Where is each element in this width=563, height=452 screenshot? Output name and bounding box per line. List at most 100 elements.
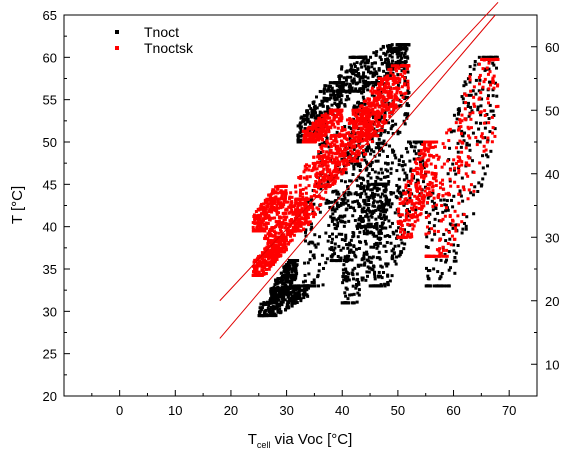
- point-tnoctsk: [256, 220, 260, 224]
- point-tnoct: [348, 205, 352, 209]
- point-tnoct: [335, 83, 339, 87]
- point-tnoct: [373, 182, 377, 186]
- point-tnoct: [466, 104, 470, 108]
- point-tnoct: [289, 291, 293, 295]
- point-tnoct: [336, 221, 340, 225]
- point-tnoct: [397, 158, 401, 162]
- point-tnoct: [337, 94, 341, 98]
- point-tnoctsk: [380, 99, 384, 103]
- point-tnoct: [372, 150, 376, 154]
- point-tnoct: [369, 222, 373, 226]
- point-tnoct: [495, 94, 499, 98]
- point-tnoctsk: [327, 125, 331, 129]
- point-tnoct: [312, 278, 316, 282]
- point-tnoctsk: [373, 105, 377, 109]
- point-tnoct: [401, 160, 405, 164]
- point-tnoctsk: [346, 156, 350, 160]
- point-tnoct: [295, 263, 299, 267]
- point-tnoct: [365, 166, 369, 170]
- point-tnoct: [442, 198, 446, 202]
- point-tnoct: [303, 279, 307, 283]
- point-tnoct: [378, 257, 382, 261]
- point-tnoctsk: [267, 234, 271, 238]
- point-tnoct: [318, 143, 322, 147]
- point-tnoctsk: [397, 66, 401, 70]
- point-tnoct: [379, 167, 383, 171]
- point-tnoctsk: [314, 133, 318, 137]
- point-tnoctsk: [312, 136, 316, 140]
- point-tnoct: [299, 297, 303, 301]
- point-tnoctsk: [252, 214, 256, 218]
- point-tnoct: [364, 278, 368, 282]
- point-tnoct: [390, 274, 394, 278]
- point-tnoct: [439, 284, 443, 288]
- point-tnoctsk: [314, 175, 318, 179]
- point-tnoctsk: [272, 226, 276, 230]
- point-tnoctsk: [359, 109, 363, 113]
- point-tnoct: [343, 291, 347, 295]
- point-tnoctsk: [402, 69, 406, 73]
- point-tnoctsk: [352, 124, 356, 128]
- point-tnoctsk: [278, 249, 282, 253]
- point-tnoct: [371, 255, 375, 259]
- point-tnoctsk: [365, 114, 369, 118]
- point-tnoctsk: [392, 98, 396, 102]
- point-tnoct: [377, 117, 381, 121]
- point-tnoct: [330, 103, 334, 107]
- point-tnoct: [332, 248, 336, 252]
- point-tnoct: [297, 293, 301, 297]
- point-tnoct: [365, 252, 369, 256]
- point-tnoctsk: [463, 117, 467, 121]
- point-tnoct: [412, 157, 416, 161]
- point-tnoctsk: [278, 215, 282, 219]
- point-tnoctsk: [370, 86, 374, 90]
- point-tnoctsk: [355, 150, 359, 154]
- point-tnoct: [356, 71, 360, 75]
- point-tnoctsk: [384, 99, 388, 103]
- point-tnoctsk: [396, 207, 400, 211]
- point-tnoctsk: [300, 201, 304, 205]
- point-tnoctsk: [393, 64, 397, 68]
- point-tnoctsk: [251, 264, 255, 268]
- point-tnoctsk: [285, 215, 289, 219]
- point-tnoct: [338, 77, 342, 81]
- point-tnoct: [365, 229, 369, 233]
- point-tnoct: [362, 79, 366, 83]
- point-tnoctsk: [468, 136, 472, 140]
- point-tnoct: [439, 198, 443, 202]
- point-tnoct: [378, 55, 382, 59]
- point-tnoct: [461, 227, 465, 231]
- point-tnoct: [279, 302, 283, 306]
- point-tnoct: [399, 251, 403, 255]
- point-tnoctsk: [388, 114, 392, 118]
- point-tnoct: [392, 232, 396, 236]
- point-tnoctsk: [298, 223, 302, 227]
- point-tnoctsk: [288, 222, 292, 226]
- point-tnoct: [313, 107, 317, 111]
- point-tnoctsk: [350, 118, 354, 122]
- point-tnoctsk: [303, 197, 307, 201]
- point-tnoctsk: [429, 254, 433, 258]
- point-tnoctsk: [272, 250, 276, 254]
- point-tnoctsk: [322, 183, 326, 187]
- point-tnoctsk: [320, 147, 324, 151]
- point-tnoctsk: [401, 64, 405, 68]
- point-tnoct: [352, 301, 356, 305]
- point-tnoctsk: [337, 170, 341, 174]
- point-tnoct: [386, 234, 390, 238]
- point-tnoct: [366, 76, 370, 80]
- point-tnoctsk: [423, 163, 427, 167]
- point-tnoct: [338, 100, 342, 104]
- point-tnoct: [276, 308, 280, 312]
- point-tnoctsk: [410, 172, 414, 176]
- point-tnoct: [340, 67, 344, 71]
- point-tnoct: [298, 288, 302, 292]
- point-tnoctsk: [296, 209, 300, 213]
- point-tnoctsk: [422, 195, 426, 199]
- point-tnoct: [431, 208, 435, 212]
- point-tnoct: [367, 270, 371, 274]
- point-tnoctsk: [264, 234, 268, 238]
- point-tnoct: [392, 149, 396, 153]
- point-tnoct: [296, 136, 300, 140]
- point-tnoct: [324, 201, 328, 205]
